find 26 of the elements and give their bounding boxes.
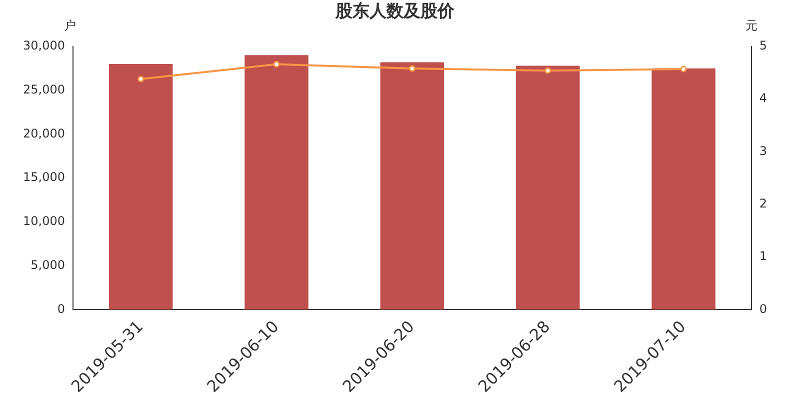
y2-axis-title: 元 bbox=[745, 18, 758, 33]
y-tick-label: 15,000 bbox=[22, 170, 65, 184]
bar bbox=[244, 55, 308, 310]
y-tick-label: 10,000 bbox=[22, 214, 65, 228]
y2-tick-label: 5 bbox=[759, 38, 768, 53]
chart-title: 股东人数及股价 bbox=[334, 2, 456, 22]
y-tick-label: 0 bbox=[57, 302, 65, 316]
bar bbox=[380, 62, 444, 310]
y-axis-title: 户 bbox=[64, 18, 76, 33]
y2-tick-label: 3 bbox=[759, 144, 768, 158]
y2-tick-label: 1 bbox=[759, 249, 768, 264]
y-tick-label: 20,000 bbox=[22, 126, 65, 140]
point bbox=[273, 61, 280, 68]
y2-tick-label: 0 bbox=[759, 302, 768, 316]
y-tick-label: 25,000 bbox=[22, 82, 65, 96]
bar bbox=[652, 68, 716, 310]
point bbox=[680, 66, 687, 72]
point bbox=[408, 65, 416, 72]
y-tick-label: 5,000 bbox=[30, 258, 65, 272]
bar bbox=[108, 64, 173, 310]
point bbox=[138, 76, 144, 82]
bar bbox=[516, 66, 580, 310]
point bbox=[544, 67, 552, 74]
y2-tick-label: 4 bbox=[759, 91, 768, 106]
y2-tick-label: 2 bbox=[759, 196, 768, 210]
y-tick-label: 30,000 bbox=[22, 38, 65, 53]
